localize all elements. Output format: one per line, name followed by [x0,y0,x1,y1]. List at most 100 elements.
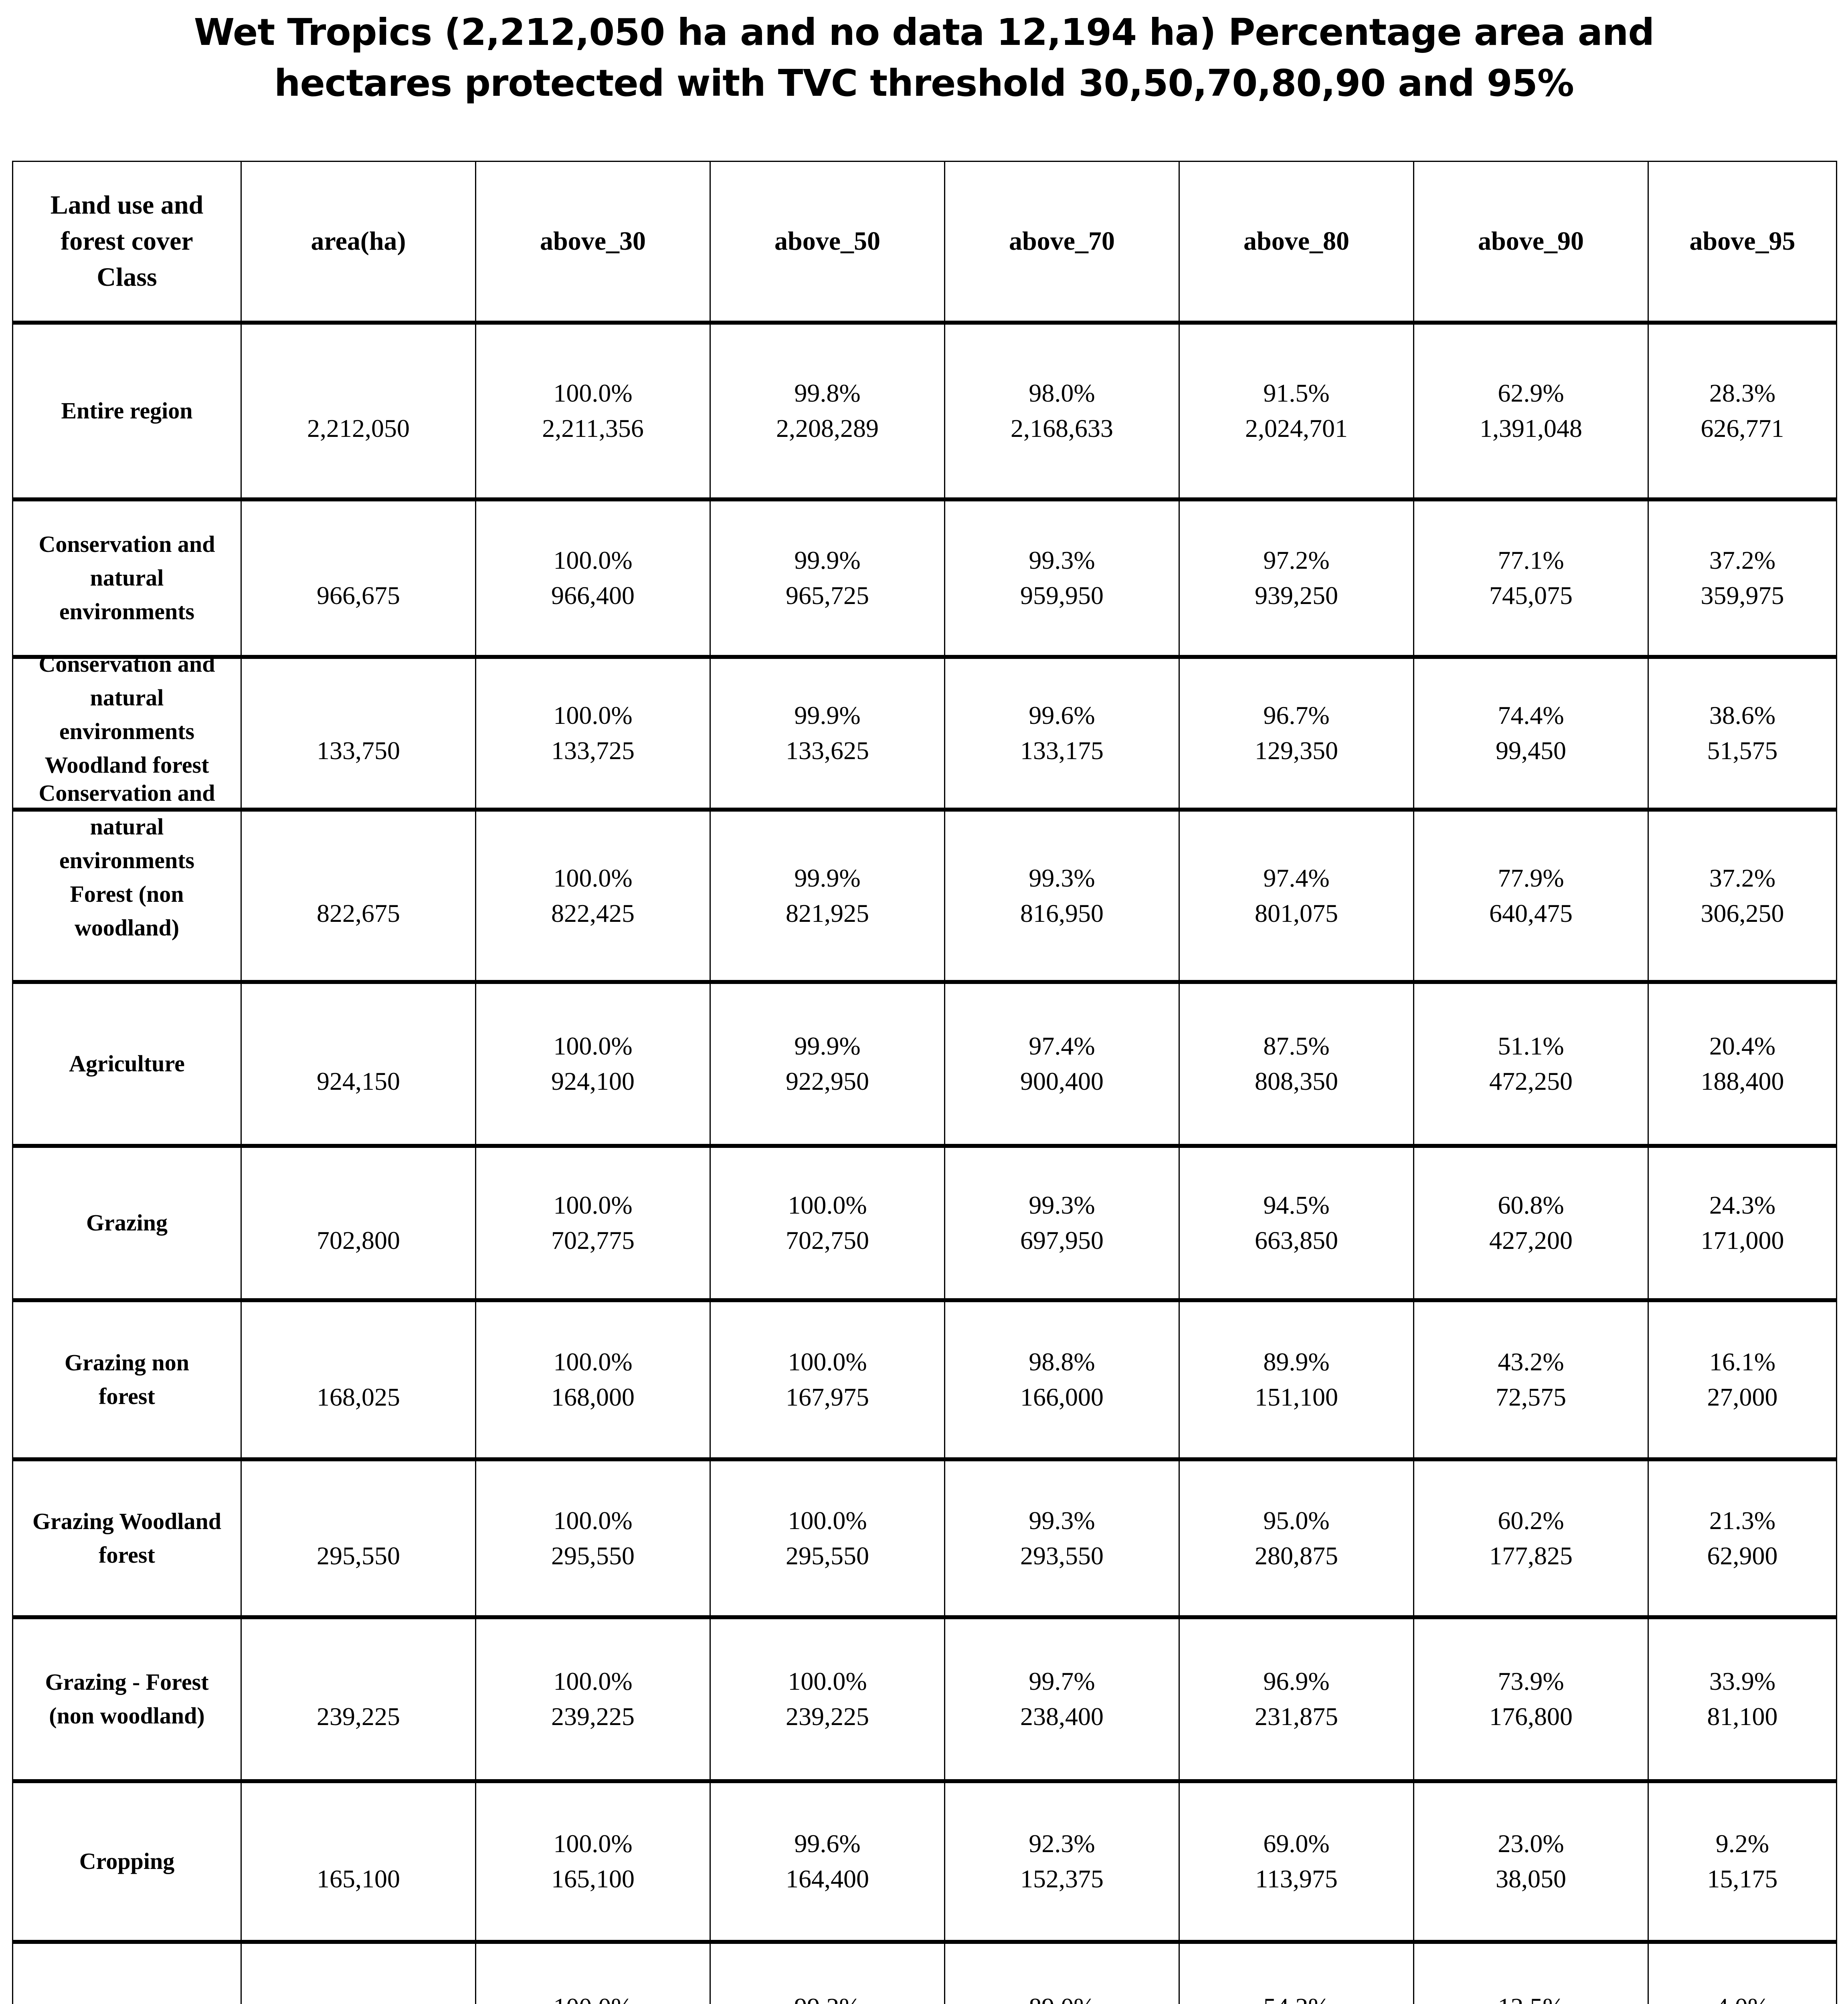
value-cell: 74.4% 99,450 [1414,698,1648,768]
percent-value: 98.0% [1029,379,1095,407]
percent-value: 99.8% [794,379,861,407]
value-cell: 4.0%2,225 [1649,1990,1836,2004]
land-use-class-label: Entire region [61,398,193,424]
value-cell: 97.4% 801,075 [1180,861,1413,931]
percent-value: 37.2% [1709,546,1776,574]
hectares-value: 15,175 [1707,1865,1778,1893]
hectares-value: 238,400 [1020,1702,1104,1731]
value-cell: 99.6% 164,400 [711,1826,944,1897]
percent-value: 89.0% [945,1990,1179,2004]
table-row: Entire region 2,212,050 100.0% 2,211,356 9… [12,320,1837,500]
percent-value: 12.5% [1414,1990,1648,2004]
value-cell: 43.2% 72,575 [1414,1344,1648,1415]
area-cell: 168,025 [242,1344,475,1415]
value-cell: 69.0% 113,975 [1180,1826,1413,1897]
area-value: 239,225 [317,1702,400,1731]
hectares-value: 821,925 [786,899,869,927]
table-row: Agriculture 924,150 100.0% 924,100 99.9% 92… [12,980,1837,1146]
percent-value: 4.0% [1649,1990,1836,2004]
value-cell: 37.2% 306,250 [1649,861,1836,931]
hectares-value: 72,575 [1496,1383,1566,1411]
land-use-class-label: Grazing [86,1210,168,1236]
area-cell: 822,675 [242,861,475,931]
percent-value: 38.6% [1709,701,1776,729]
hectares-value: 745,075 [1489,581,1573,610]
hectares-value: 2,208,289 [776,414,879,442]
hectares-value: 168,000 [551,1383,635,1411]
table-row: Conservation and natural environments Fo… [12,780,1837,982]
hectares-value: 239,225 [786,1702,869,1731]
value-cell: 99.7% 238,400 [945,1664,1179,1734]
column-header-above-95: above_95 [1689,226,1795,256]
percent-value: 33.9% [1709,1667,1776,1695]
percent-value: 97.4% [1263,863,1330,892]
percent-value: 100.0% [553,1191,633,1219]
hectares-value: 702,775 [551,1226,635,1255]
percent-value: 99.9% [794,546,861,574]
value-cell: 89.0%50,025 [945,1990,1179,2004]
percent-value: 100.0% [788,1506,867,1535]
percent-value: 96.7% [1263,701,1330,729]
area-cell: 2,212,050 [242,376,475,446]
percent-value: 24.3% [1709,1191,1776,1219]
value-cell: 37.2% 359,975 [1649,543,1836,613]
table-row: Grazing Woodland forest 295,550 100.0% 29… [12,1457,1837,1618]
percent-value: 99.9% [794,863,861,892]
hectares-value: 133,175 [1020,736,1104,765]
land-use-class-label: Grazing - Forest (non woodland) [45,1669,209,1729]
hectares-value: 2,168,633 [1011,414,1113,442]
hectares-value: 801,075 [1255,899,1338,927]
percent-value: 100.0% [553,1032,633,1060]
area-cell: 924,150 [242,1028,475,1099]
table-row: Grazing 702,800 100.0% 702,775 100.0% 702,7… [12,1143,1837,1301]
percent-value: 77.1% [1498,546,1564,574]
percent-value: 99.6% [794,1829,861,1858]
value-cell: 100.0% 702,750 [711,1188,944,1258]
value-cell: 38.6% 51,575 [1649,698,1836,768]
area-cell: 239,225 [242,1664,475,1734]
value-cell: 62.9% 1,391,048 [1414,376,1648,446]
value-cell: 23.0% 38,050 [1414,1826,1648,1897]
value-cell: 97.2% 939,250 [1180,543,1413,613]
hectares-value: 27,000 [1707,1383,1778,1411]
header-row: Land use and forest cover Class area(ha)… [12,161,1837,325]
hectares-value: 359,975 [1700,581,1784,610]
value-cell: 100.0% 702,775 [476,1188,710,1258]
percent-value: 99.3% [1029,863,1095,892]
value-cell: 100.0% 295,550 [476,1503,710,1574]
hectares-value: 295,550 [551,1541,635,1570]
table-row: Grazing non forest 168,025 100.0% 168,000… [12,1298,1837,1460]
hectares-value: 816,950 [1020,899,1104,927]
percent-value: 94.5% [1263,1191,1330,1219]
percent-value: 99.7% [1029,1667,1095,1695]
value-cell: 98.0% 2,168,633 [945,376,1179,446]
value-cell: 98.8% 166,000 [945,1344,1179,1415]
value-cell: 92.3% 152,375 [945,1826,1179,1897]
hectares-value: 129,350 [1255,736,1338,765]
value-cell: 99.9% 821,925 [711,861,944,931]
value-cell: 21.3% 62,900 [1649,1503,1836,1574]
column-header-above-50: above_50 [774,226,880,256]
percent-value: 28.3% [1709,379,1776,407]
hectares-value: 166,000 [1020,1383,1104,1411]
value-cell: 89.9% 151,100 [1180,1344,1413,1415]
value-cell: 77.9% 640,475 [1414,861,1648,931]
land-use-class-label: Cropping [79,1848,175,1874]
percent-value: 60.8% [1498,1191,1564,1219]
table-row: Cropping 165,100 100.0% 165,100 99.6% 164,4… [12,1779,1837,1942]
value-cell: 73.9% 176,800 [1414,1664,1648,1734]
hectares-value: 188,400 [1700,1067,1784,1095]
hectares-value: 924,100 [551,1067,635,1095]
hectares-value: 2,211,356 [542,414,644,442]
hectares-value: 177,825 [1489,1541,1573,1570]
value-cell: 99.3% 959,950 [945,543,1179,613]
table-row: Conservation and natural environments Wo… [12,651,1837,810]
value-cell: 100.0% 133,725 [476,698,710,768]
hectares-value: 231,875 [1255,1702,1338,1731]
percent-value: 77.9% [1498,863,1564,892]
percent-value: 98.8% [1029,1347,1095,1376]
area-value: 168,025 [317,1383,400,1411]
percent-value: 100.0% [788,1347,867,1376]
value-cell: 94.5% 663,850 [1180,1188,1413,1258]
percent-value: 99.9% [794,1032,861,1060]
